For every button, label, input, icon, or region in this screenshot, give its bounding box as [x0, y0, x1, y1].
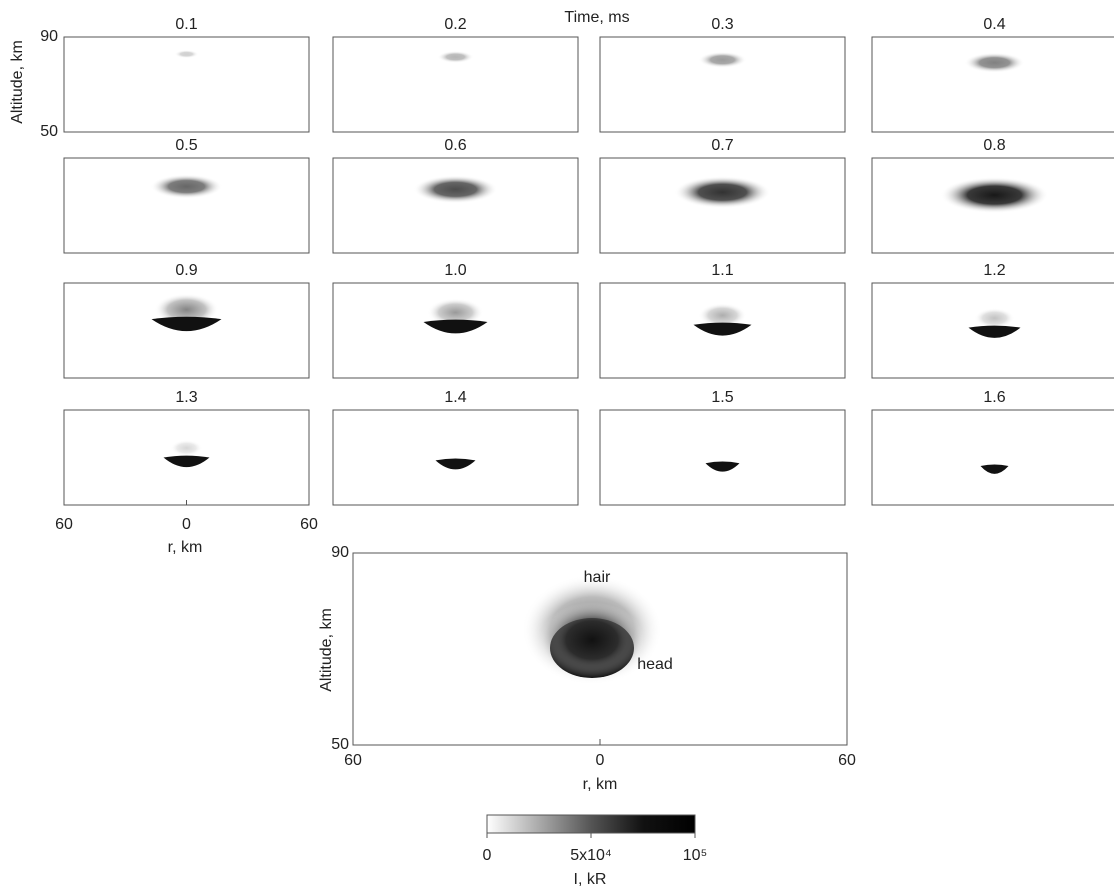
panel-frame	[871, 36, 1114, 133]
x-tick-label: 60	[838, 752, 856, 769]
x-tick-label: 60	[344, 752, 362, 769]
emission-head	[540, 602, 644, 678]
y-axis-label: Altitude, km	[9, 40, 26, 124]
x-tick-label: 0	[182, 516, 191, 533]
panel-title: 0.4	[983, 16, 1005, 33]
emission-hair	[170, 440, 203, 456]
panel-frame	[63, 157, 310, 254]
annotation: hair	[584, 569, 611, 586]
panel-title: 0.7	[711, 137, 733, 154]
colorbar-label: I, kR	[574, 871, 607, 888]
colorbar-tick-label: 0	[483, 847, 492, 864]
panel-title: 0.5	[175, 137, 197, 154]
panel-title: 1.5	[711, 389, 733, 406]
panel-frame	[332, 157, 579, 254]
emission-hair	[427, 298, 484, 327]
panel-title: 1.0	[444, 262, 466, 279]
emission	[174, 50, 199, 59]
panel-title: 1.3	[175, 389, 197, 406]
x-tick-label: 0	[596, 752, 605, 769]
panel-title: 0.2	[444, 16, 466, 33]
emission-head	[968, 325, 1021, 338]
panel-title: 1.4	[444, 389, 466, 406]
x-axis-label: r, km	[583, 776, 618, 793]
emission-hair	[974, 308, 1015, 329]
x-tick-label: 60	[300, 516, 318, 533]
emission-hair	[698, 303, 747, 328]
x-tick-label: 60	[55, 516, 73, 533]
emission-head	[980, 464, 1009, 474]
y-tick-label: 90	[40, 28, 58, 45]
panel-frame	[332, 409, 579, 506]
emission	[150, 174, 223, 199]
panel-title: 0.1	[175, 16, 197, 33]
panel-title: 0.3	[711, 16, 733, 33]
emission	[674, 176, 771, 209]
colorbar	[486, 814, 696, 834]
panel-frame	[599, 36, 846, 133]
emission	[964, 52, 1025, 73]
panel-title: 1.2	[983, 262, 1005, 279]
time-label: Time, ms	[564, 9, 629, 26]
colorbar-tick-label: 10⁵	[683, 847, 707, 864]
emission-head	[705, 461, 740, 472]
panel-title: 1.6	[983, 389, 1005, 406]
y-tick-label: 50	[40, 123, 58, 140]
emission-head	[693, 322, 752, 336]
y-tick-label: 90	[331, 544, 349, 561]
emission-head	[435, 458, 476, 470]
panel-title: 1.1	[711, 262, 733, 279]
panel-frame	[599, 409, 846, 506]
colorbar-tick-label: 5x10⁴	[570, 847, 612, 864]
y-axis-label: Altitude, km	[318, 608, 335, 692]
panel-title: 0.9	[175, 262, 197, 279]
emission	[413, 175, 498, 204]
emission	[940, 177, 1049, 214]
y-tick-label: 50	[331, 736, 349, 753]
x-axis-label: r, km	[168, 539, 203, 556]
emission	[698, 51, 747, 68]
emission-head	[163, 455, 210, 468]
panel-frame	[871, 409, 1114, 506]
emission-head	[151, 316, 222, 332]
panel-title: 0.6	[444, 137, 466, 154]
emission-head	[423, 319, 488, 334]
emission	[437, 50, 474, 63]
annotation: head	[637, 656, 673, 673]
panel-title: 0.8	[983, 137, 1005, 154]
